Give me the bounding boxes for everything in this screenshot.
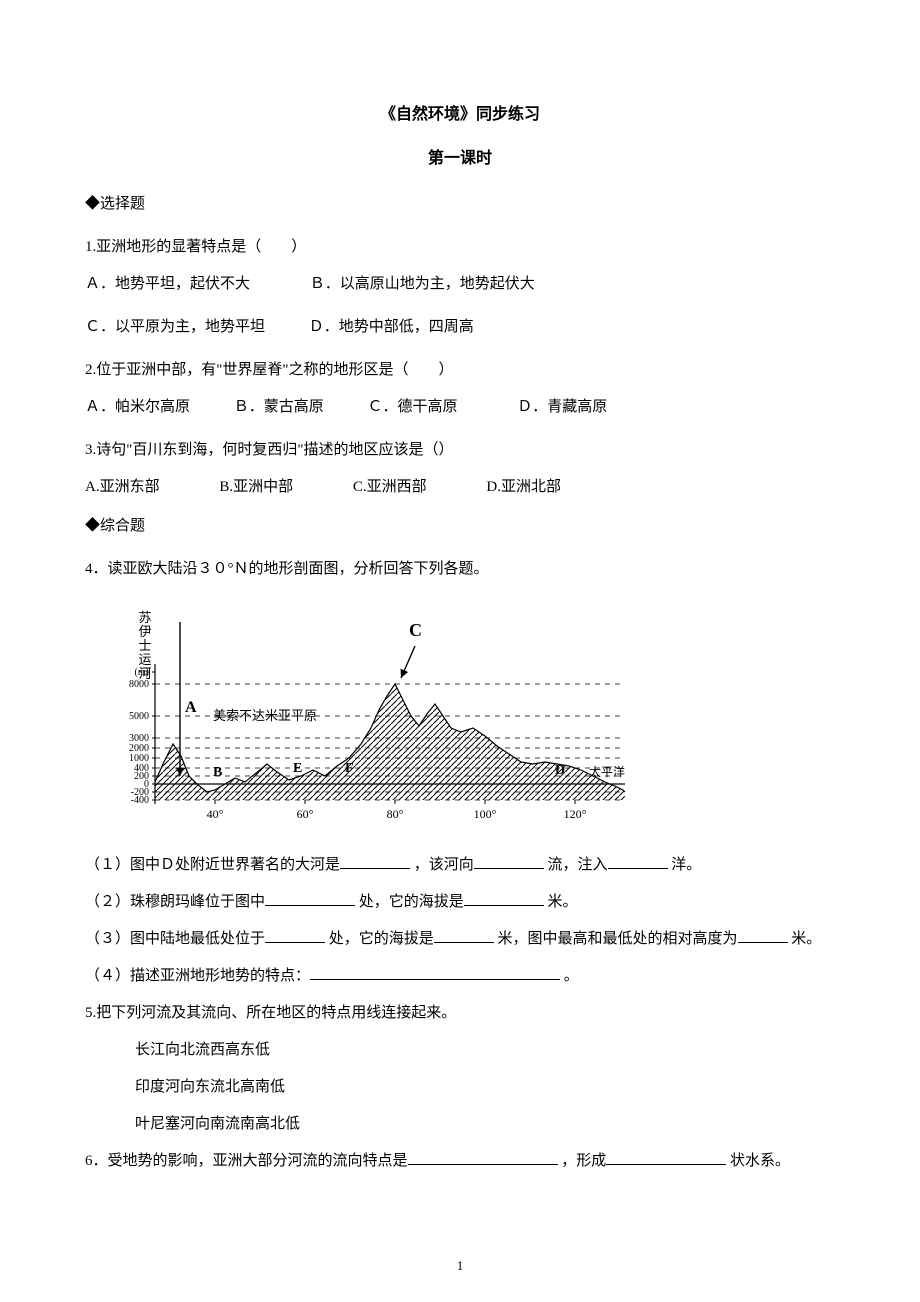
svg-text:运: 运 (138, 652, 151, 667)
blank (464, 890, 544, 906)
q4-stem: 4．读亚欧大陆沿３０°Ｎ的地形剖面图，分析回答下列各题。 (85, 553, 835, 586)
q1-opt-d: Ｄ．地势中部低，四周高 (309, 311, 474, 344)
q1-opt-b: Ｂ．以高原山地为主，地势起伏大 (310, 268, 535, 301)
q6: 6．受地势的影响，亚洲大部分河流的流向特点是 ，形成 状水系。 (85, 1145, 835, 1178)
svg-text:-400: -400 (131, 795, 149, 806)
q4-4-a: （４）描述亚洲地形地势的特点： (85, 968, 310, 984)
q2-opt-c: Ｃ．德干高原 (368, 391, 458, 424)
q4-2-a: （２）珠穆朗玛峰位于图中 (85, 894, 265, 910)
q2-stem: 2.位于亚洲中部，有"世界屋脊"之称的地形区是（ ） (85, 354, 835, 387)
q3-opt-b: B.亚洲中部 (219, 471, 293, 504)
svg-text:F: F (345, 761, 354, 776)
doc-subtitle: 第一课时 (85, 144, 835, 168)
section-choice: ◆选择题 (85, 192, 835, 213)
svg-text:60°: 60° (297, 807, 314, 821)
svg-text:E: E (293, 761, 302, 776)
section-comp: ◆综合题 (85, 514, 835, 535)
q4-1: （１）图中Ｄ处附近世界著名的大河是 ，该河向 流，注入 洋。 (85, 849, 835, 882)
page-number: 1 (0, 1258, 920, 1274)
q1-stem: 1.亚洲地形的显著特点是（ ） (85, 231, 835, 264)
q3-opt-a: A.亚洲东部 (85, 471, 160, 504)
svg-text:太平洋: 太平洋 (589, 764, 625, 779)
svg-text:士: 士 (138, 638, 151, 653)
q4-2-c: 米。 (548, 894, 578, 910)
q6-c: 状水系。 (730, 1153, 790, 1169)
q5-line2: 印度河向东流北高南低 (135, 1071, 835, 1104)
q1-opt-c: Ｃ．以平原为主，地势平坦 (85, 311, 265, 344)
q3-options: A.亚洲东部 B.亚洲中部 C.亚洲西部 D.亚洲北部 (85, 471, 835, 504)
blank (408, 1149, 558, 1165)
svg-text:A: A (185, 699, 197, 716)
q2-opt-b: Ｂ．蒙古高原 (234, 391, 324, 424)
q4-3-c: 米，图中最高和最低处的相对高度为 (498, 931, 738, 947)
blank (310, 964, 560, 980)
q2-options: Ａ．帕米尔高原 Ｂ．蒙古高原 Ｃ．德干高原 Ｄ．青藏高原 (85, 391, 835, 424)
svg-text:80°: 80° (387, 807, 404, 821)
svg-text:5000: 5000 (129, 711, 149, 722)
q4-4: （４）描述亚洲地形地势的特点： 。 (85, 960, 835, 993)
profile-chart: (m)800050003000200010004002000-200-40040… (85, 604, 835, 839)
q1-opt-a: Ａ．地势平坦，起伏不大 (85, 268, 250, 301)
svg-text:B: B (213, 765, 222, 780)
blank (474, 853, 544, 869)
q4-2-b: 处，它的海拔是 (359, 894, 464, 910)
profile-svg: (m)800050003000200010004002000-200-40040… (85, 604, 645, 834)
q4-3-d: 米。 (791, 931, 821, 947)
q4-3-b: 处，它的海拔是 (329, 931, 434, 947)
blank (340, 853, 410, 869)
q1-options-row2: Ｃ．以平原为主，地势平坦 Ｄ．地势中部低，四周高 (85, 311, 835, 344)
q3-opt-c: C.亚洲西部 (353, 471, 427, 504)
blank (265, 927, 325, 943)
q6-b: ，形成 (561, 1153, 606, 1169)
blank (606, 1149, 726, 1165)
doc-title: 《自然环境》同步练习 (85, 100, 835, 124)
svg-text:苏: 苏 (138, 610, 151, 625)
blank (265, 890, 355, 906)
svg-text:D: D (555, 763, 565, 778)
q6-a: 6．受地势的影响，亚洲大部分河流的流向特点是 (85, 1153, 408, 1169)
q5-line1: 长江向北流西高东低 (135, 1034, 835, 1067)
q4-2: （２）珠穆朗玛峰位于图中 处，它的海拔是 米。 (85, 886, 835, 919)
svg-text:C: C (409, 620, 422, 640)
svg-text:美索不达米亚平原: 美索不达米亚平原 (213, 708, 317, 723)
svg-text:100°: 100° (474, 807, 497, 821)
q1-options-row1: Ａ．地势平坦，起伏不大 Ｂ．以高原山地为主，地势起伏大 (85, 268, 835, 301)
q5-stem: 5.把下列河流及其流向、所在地区的特点用线连接起来。 (85, 997, 835, 1030)
svg-text:河: 河 (138, 666, 151, 681)
q4-3-a: （３）图中陆地最低处位于 (85, 931, 265, 947)
q4-1-c: 流，注入 (548, 857, 608, 873)
q4-4-b: 。 (564, 968, 579, 984)
svg-text:120°: 120° (564, 807, 587, 821)
svg-text:40°: 40° (207, 807, 224, 821)
blank (608, 853, 668, 869)
blank (738, 927, 788, 943)
q3-stem: 3.诗句"百川东到海，何时复西归"描述的地区应该是（） (85, 434, 835, 467)
q4-3: （３）图中陆地最低处位于 处，它的海拔是 米，图中最高和最低处的相对高度为 米。 (85, 923, 835, 956)
q3-opt-d: D.亚洲北部 (486, 471, 561, 504)
blank (434, 927, 494, 943)
q2-opt-d: Ｄ．青藏高原 (517, 391, 607, 424)
q2-opt-a: Ａ．帕米尔高原 (85, 391, 190, 424)
q4-1-a: （１）图中Ｄ处附近世界著名的大河是 (85, 857, 340, 873)
svg-text:伊: 伊 (138, 624, 151, 639)
q4-1-d: 洋。 (671, 857, 701, 873)
page: 《自然环境》同步练习 第一课时 ◆选择题 1.亚洲地形的显著特点是（ ） Ａ．地… (0, 0, 920, 1302)
q5-line3: 叶尼塞河向南流南高北低 (135, 1108, 835, 1141)
q4-1-b: ，该河向 (414, 857, 474, 873)
